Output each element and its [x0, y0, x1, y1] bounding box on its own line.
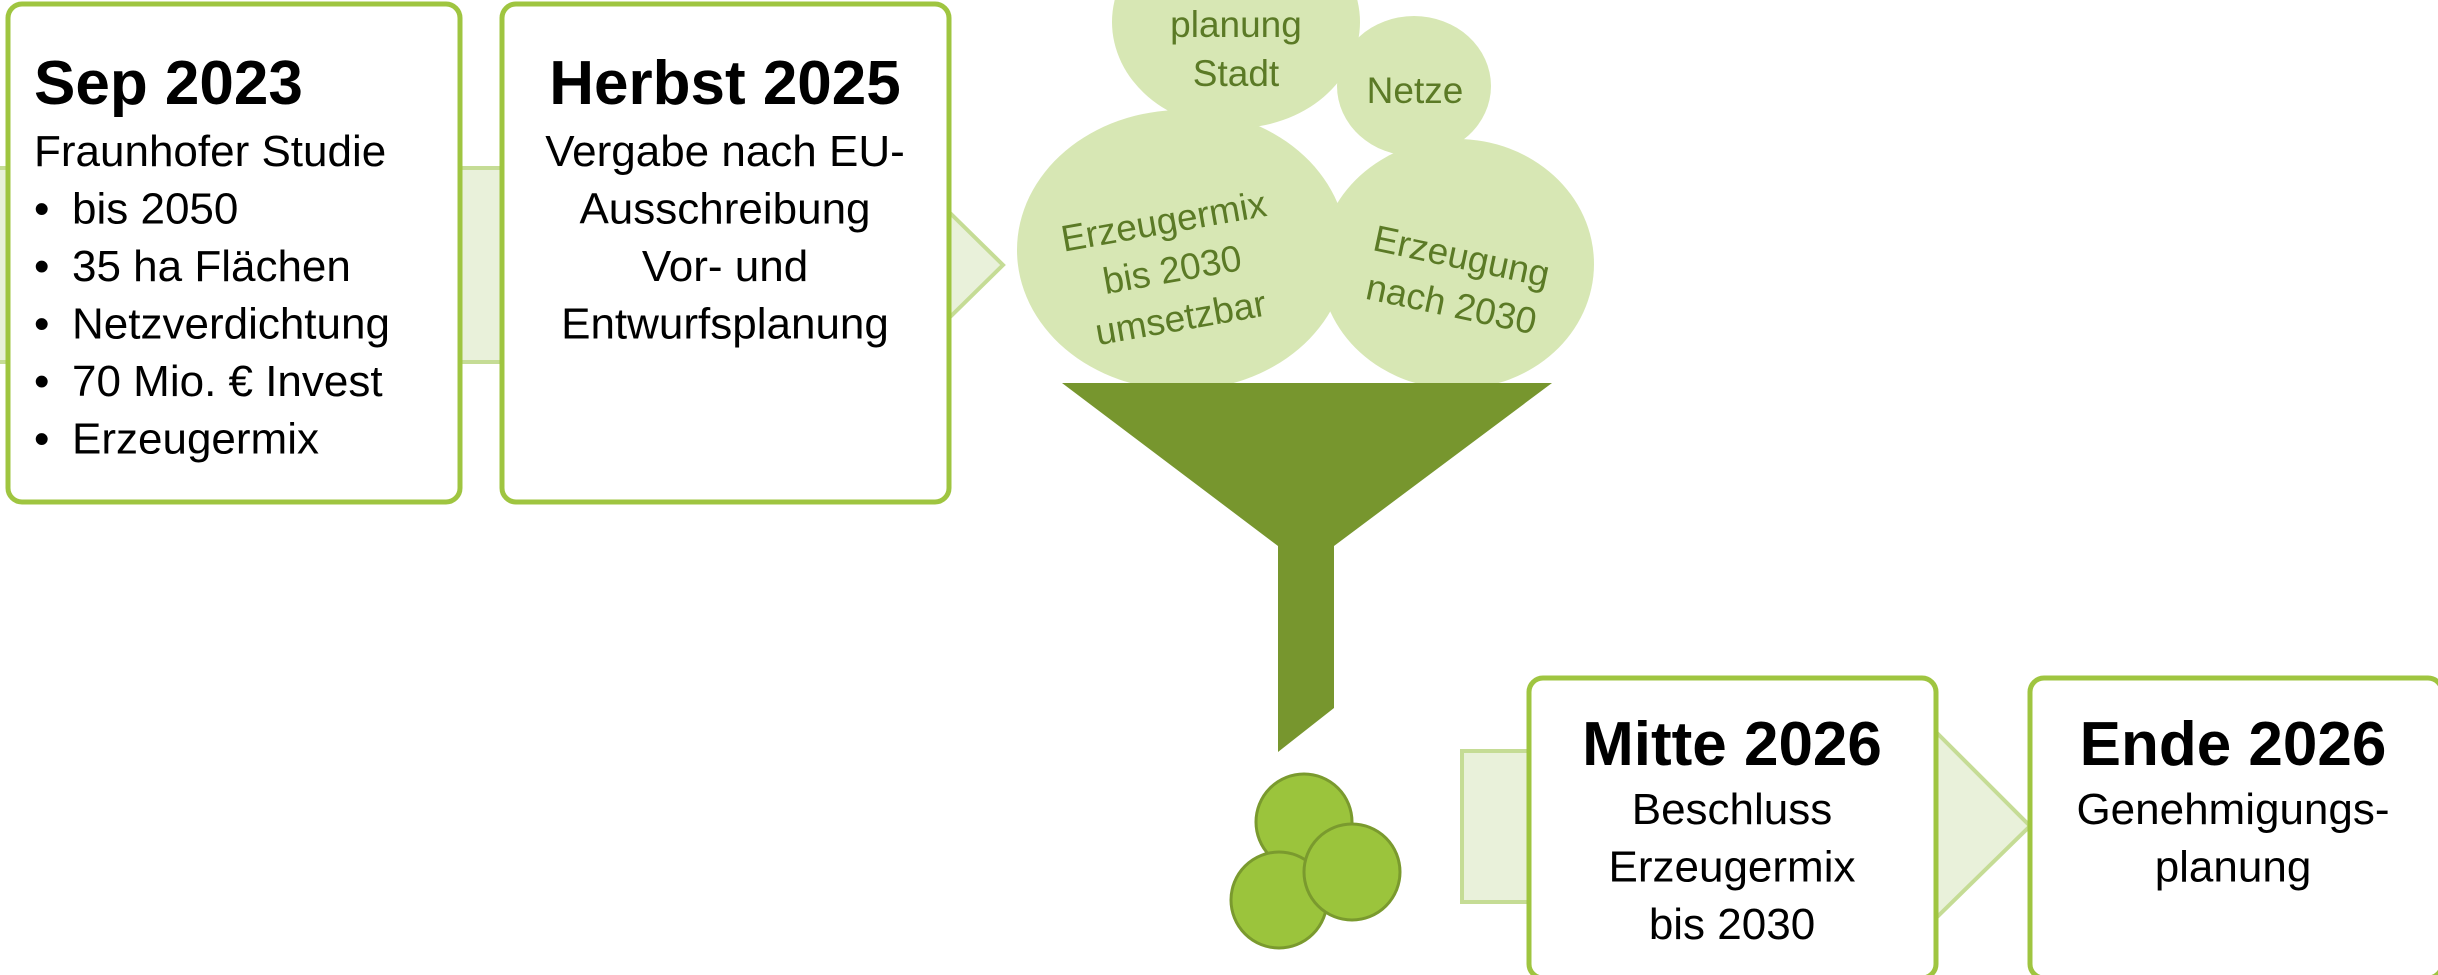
box-title: Ende 2026 [2080, 710, 2387, 779]
box-line: Erzeugermix [1609, 843, 1856, 892]
box-line: Vor- und [642, 242, 808, 291]
funnel [1062, 383, 1552, 752]
box-line: Entwurfsplanung [561, 300, 889, 349]
bullet-marker: • [34, 357, 49, 406]
bubble-line: Stadt [1193, 53, 1280, 94]
box-line: Genehmigungs- [2076, 785, 2389, 834]
bubble-line: planung [1170, 4, 1302, 45]
box-title: Herbst 2025 [549, 49, 901, 118]
box-line: Vergabe nach EU- [545, 127, 905, 176]
bullet-item: Erzeugermix [72, 415, 319, 464]
bullet-item: 70 Mio. € Invest [72, 357, 383, 406]
bullet-marker: • [34, 415, 49, 464]
bullet-marker: • [34, 300, 49, 349]
page: {"timeline": [ {"title": "Sep 2023", "li… [0, 0, 2438, 975]
bullet-marker: • [34, 185, 49, 234]
bullet-marker: • [34, 242, 49, 291]
box-line: Ausschreibung [579, 185, 870, 234]
bubble-label: Netze [1367, 70, 1464, 111]
box-line: Fraunhofer Studie [34, 127, 386, 176]
bullet-item: bis 2050 [72, 185, 238, 234]
bubble-line: Netze [1367, 70, 1464, 111]
bullet-item: 35 ha Flächen [72, 242, 351, 291]
bullet-item: Netzverdichtung [72, 300, 390, 349]
box-title: Mitte 2026 [1582, 710, 1882, 779]
box-line: bis 2030 [1649, 900, 1815, 949]
box-title: Sep 2023 [34, 49, 303, 118]
box-line: Beschluss [1632, 785, 1833, 834]
box-line: planung [2155, 843, 2312, 892]
diagram: Sep 2023 Fraunhofer Studie • bis 2050 • 35 ha… [0, 0, 2438, 975]
result-circle [1231, 774, 1400, 948]
